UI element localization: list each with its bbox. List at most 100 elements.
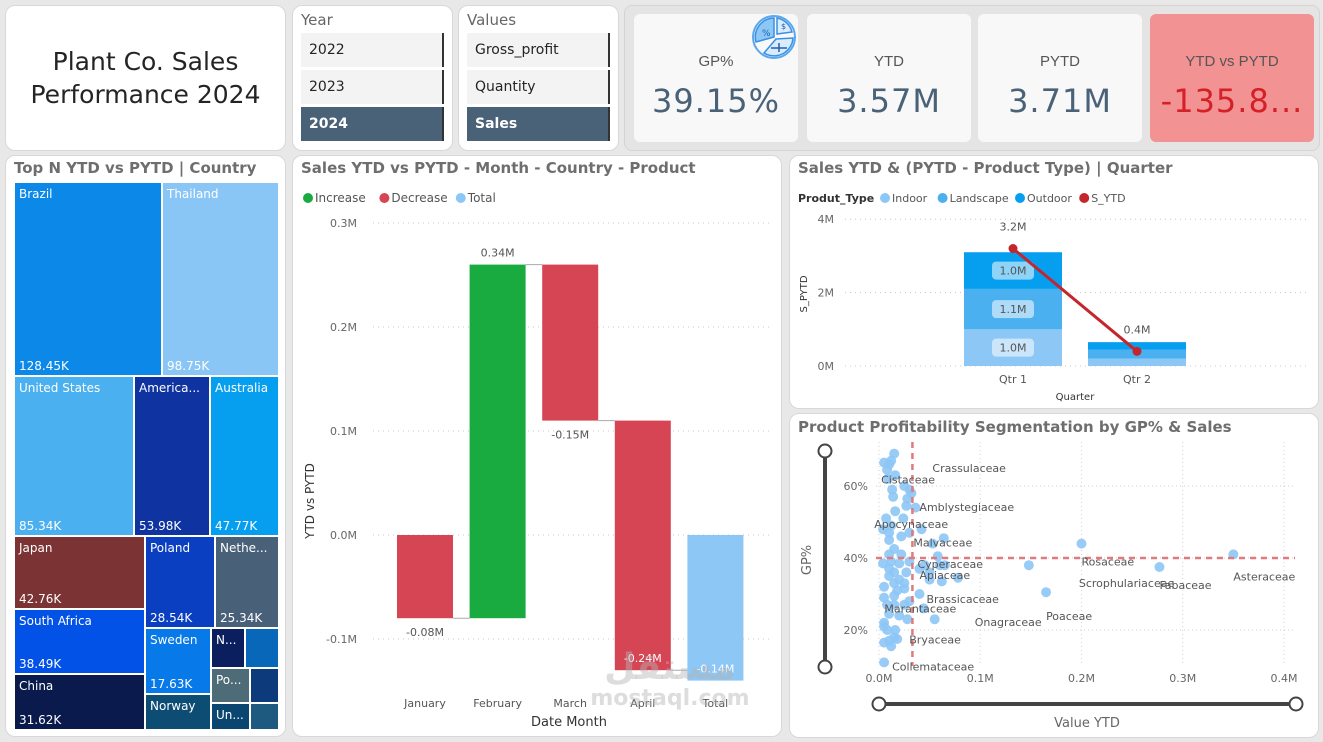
- values-option-quantity[interactable]: Quantity: [467, 70, 610, 104]
- treemap-tile[interactable]: China 31.62K: [14, 674, 145, 730]
- scatter-point: [936, 576, 947, 587]
- point-label: Cyperaceae: [917, 558, 983, 571]
- x-tick-label: March: [553, 697, 587, 710]
- scatter-point: [889, 590, 900, 601]
- treemap-tile-name: America...: [139, 381, 200, 395]
- scatter-point: [927, 538, 938, 549]
- treemap-tile[interactable]: [250, 703, 279, 730]
- legend-marker: [937, 193, 948, 203]
- scatter-point: [1023, 560, 1034, 571]
- y-tick-label: 0.2M: [330, 321, 357, 334]
- waterfall-chart: 0.3M 0.2M 0.1M 0.0M -0.1M Increase Decrease Tot…: [303, 191, 771, 730]
- scatter-title: Product Profitability Segmentation by GP…: [798, 418, 1232, 436]
- y-range-slider-handle: [817, 659, 833, 675]
- point-label: Onagraceae: [975, 616, 1042, 629]
- treemap-tile-name: Australia: [215, 381, 269, 395]
- scatter-card: Product Profitability Segmentation by GP…: [789, 413, 1319, 738]
- treemap-card: Top N YTD vs PYTD | Country Brazil 128.45…: [5, 155, 286, 737]
- treemap-tile[interactable]: Thailand 98.75K: [162, 182, 279, 376]
- x-tick-label: January: [403, 697, 446, 710]
- scatter-point: [882, 599, 893, 610]
- values-slicer: Values Gross_profit Quantity Sales: [458, 5, 619, 151]
- y-range-slider-handle: [817, 443, 833, 459]
- scatter-point: [889, 599, 900, 610]
- scatter-point: [881, 513, 892, 524]
- scatter-point: [1154, 562, 1165, 572]
- point-label: Bryaceae: [909, 634, 961, 647]
- treemap-tile[interactable]: Poland 28.54K: [145, 536, 215, 628]
- y-tick-label: 0M: [818, 360, 835, 373]
- treemap: Brazil 128.45K Thailand 98.75K United States…: [14, 182, 279, 730]
- values-option-sales[interactable]: Sales: [467, 107, 610, 141]
- scatter-point: [888, 491, 899, 502]
- waterfall-title: Sales YTD vs PYTD - Month - Country - Pr…: [301, 159, 696, 177]
- y-tick-label: 60%: [844, 480, 868, 493]
- treemap-tile[interactable]: Nethe... 25.34K: [215, 536, 279, 628]
- treemap-tile[interactable]: United States 85.34K: [14, 376, 134, 536]
- scatter-point: [918, 603, 929, 614]
- treemap-tile[interactable]: N...: [211, 628, 245, 668]
- scatter-point: [901, 567, 912, 578]
- svg-text:%: %: [762, 29, 771, 39]
- x-tick-label: February: [473, 697, 522, 710]
- kpi-label: GP%: [698, 53, 734, 70]
- point-label: Brassicaceae: [926, 593, 999, 606]
- treemap-tile-value: 42.76K: [19, 592, 62, 606]
- y-tick-label: 20%: [844, 624, 868, 637]
- legend-label: Increase: [315, 191, 366, 205]
- treemap-tile[interactable]: Un...: [211, 703, 250, 730]
- scatter-point: [938, 533, 949, 544]
- x-tick-label: 0.0M: [866, 672, 893, 685]
- y-tick-label: 0.3M: [330, 217, 357, 230]
- treemap-tile[interactable]: Po...: [211, 668, 250, 703]
- treemap-tile[interactable]: Brazil 128.45K: [14, 182, 162, 376]
- point-label: Fabaceae: [1159, 579, 1211, 592]
- treemap-tile-name: China: [19, 679, 54, 693]
- y-tick-label: 40%: [844, 552, 868, 565]
- treemap-tile-name: Japan: [19, 541, 53, 555]
- y-tick-label: 4M: [818, 213, 835, 226]
- stacked-bar-segment: [1088, 358, 1186, 366]
- finance-percent-icon: % $: [752, 15, 796, 59]
- x-tick-label: 0.1M: [967, 672, 994, 685]
- legend-marker: [455, 193, 466, 203]
- treemap-title: Top N YTD vs PYTD | Country: [14, 159, 257, 177]
- treemap-tile-name: N...: [216, 633, 237, 647]
- x-axis-title: Quarter: [1056, 392, 1096, 403]
- scatter-point: [924, 574, 935, 585]
- values-option-gross-profit[interactable]: Gross_profit: [467, 33, 610, 67]
- scatter-point: [890, 470, 901, 481]
- data-label: 1.0M: [1000, 265, 1027, 278]
- year-option-2023[interactable]: 2023: [301, 70, 444, 104]
- y-tick-label: 2M: [818, 287, 835, 300]
- waterfall-bar: [614, 420, 671, 671]
- kpi-label: YTD vs PYTD: [1185, 53, 1279, 70]
- legend-marker: [303, 193, 313, 203]
- treemap-tile[interactable]: Norway: [145, 694, 211, 730]
- year-option-2022[interactable]: 2022: [301, 33, 444, 67]
- treemap-tile-name: Norway: [150, 699, 196, 713]
- point-label: Malvaceae: [913, 536, 972, 549]
- data-label: -0.14M: [696, 663, 734, 676]
- y-axis-title: GP%: [800, 545, 815, 575]
- treemap-tile[interactable]: Australia 47.77K: [210, 376, 279, 536]
- treemap-tile[interactable]: Japan 42.76K: [14, 536, 145, 609]
- year-option-2024[interactable]: 2024: [301, 107, 444, 141]
- treemap-tile[interactable]: Sweden 17.63K: [145, 628, 211, 694]
- treemap-tile-name: Sweden: [150, 633, 198, 647]
- legend-marker: [1015, 193, 1025, 203]
- treemap-tile[interactable]: America... 53.98K: [134, 376, 210, 536]
- scatter-point: [902, 614, 913, 625]
- line-data-label: 3.2M: [1000, 221, 1027, 234]
- treemap-tile[interactable]: [250, 668, 279, 703]
- treemap-tile[interactable]: [245, 628, 279, 668]
- scatter-point: [924, 567, 935, 578]
- kpi-card-ytd: YTD 3.57M: [807, 14, 971, 142]
- kpi-value: 39.15%: [651, 82, 780, 120]
- treemap-tile-value: 128.45K: [19, 359, 69, 373]
- treemap-tile[interactable]: South Africa 38.49K: [14, 609, 145, 674]
- data-label: 1.1M: [1000, 303, 1027, 316]
- treemap-tile-name: Un...: [216, 708, 244, 722]
- line-point: [1132, 346, 1142, 356]
- scatter-point: [939, 560, 950, 571]
